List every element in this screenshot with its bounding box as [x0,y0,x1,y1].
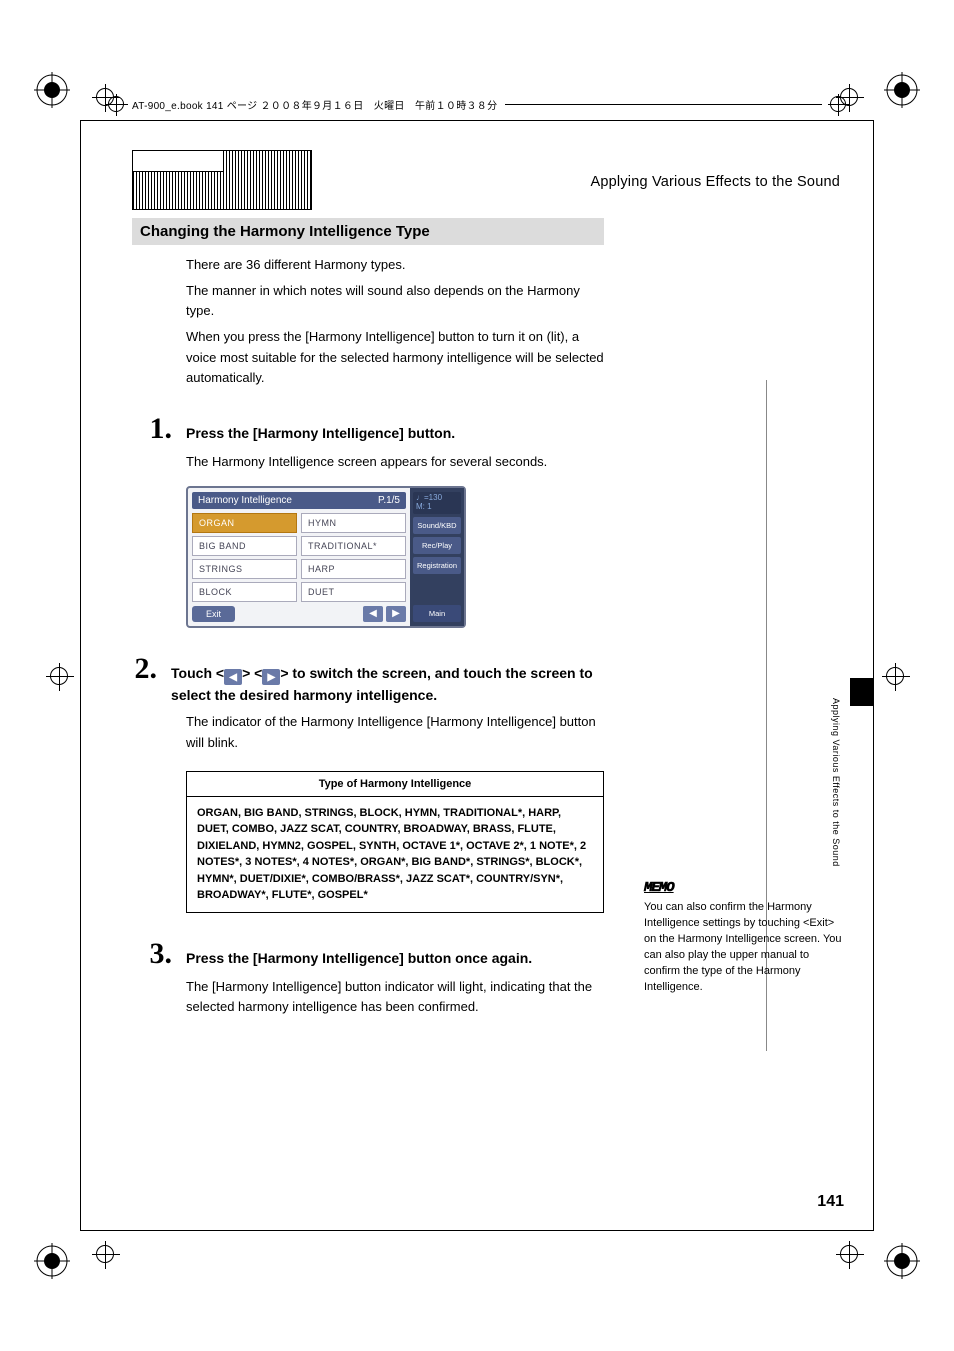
step-body: The [Harmony Intelligence] button indica… [186,977,604,1017]
exit-button[interactable]: Exit [192,606,235,622]
crop-circle-icon [830,96,846,112]
side-tab-label: Applying Various Effects to the Sound [828,690,844,875]
right-arrow-icon: ▶ [262,669,280,685]
harmony-intelligence-screenshot: Harmony Intelligence P.1/5 ORGAN HYMN BI… [186,486,466,628]
step-number: 3. [132,937,172,971]
intro-paragraph: The manner in which notes will sound als… [186,281,604,321]
main-button[interactable]: Main [413,605,461,622]
step-body: The indicator of the Harmony Intelligenc… [186,712,604,752]
sound-kbd-button[interactable]: Sound/KBD [413,517,461,534]
header-file-info: AT-900_e.book 141 ページ ２００８年９月１６日 火曜日 午前１… [132,97,497,112]
screenshot-page: P.1/5 [378,495,400,506]
step-number: 1. [132,412,172,446]
registration-button[interactable]: Registration [413,557,461,574]
table-body: ORGAN, BIG BAND, STRINGS, BLOCK, HYMN, T… [187,797,603,912]
registration-mark [96,1245,114,1263]
harmony-option[interactable]: BLOCK [192,582,297,602]
memo-text: You can also confirm the Harmony Intelli… [644,901,842,993]
step-2: 2. Touch <◀> <▶> to switch the screen, a… [132,652,604,707]
harmony-option[interactable]: DUET [301,582,406,602]
crop-mark-bottom-left [34,1243,70,1279]
section-heading: Changing the Harmony Intelligence Type [132,218,604,245]
harmony-option[interactable]: TRADITIONAL* [301,536,406,556]
page-number: 141 [817,1193,844,1211]
step-title: Press the [Harmony Intelligence] button. [186,423,455,444]
thumb-tab-marker [850,678,874,706]
step-title: Touch <◀> <▶> to switch the screen, and … [171,663,604,707]
memo-block: MEMO You can also confirm the Harmony In… [644,878,844,996]
step-body: The Harmony Intelligence screen appears … [186,452,604,472]
intro-paragraph: When you press the [Harmony Intelligence… [186,327,604,387]
keyboard-diagram-icon [132,150,312,210]
step-3: 3. Press the [Harmony Intelligence] butt… [132,937,604,971]
step-title: Press the [Harmony Intelligence] button … [186,948,532,969]
step-number: 2. [132,652,157,686]
tempo-display: ♩=130 M: 1 [413,492,461,514]
crop-mark-top-left [34,72,70,108]
crop-circle-icon [108,96,124,112]
harmony-type-table: Type of Harmony Intelligence ORGAN, BIG … [186,771,604,913]
harmony-option[interactable]: HARP [301,559,406,579]
next-page-button[interactable]: ▶ [386,606,406,622]
harmony-option[interactable]: STRINGS [192,559,297,579]
prev-page-button[interactable]: ◀ [363,606,383,622]
harmony-option[interactable]: BIG BAND [192,536,297,556]
memo-label: MEMO [644,878,674,898]
harmony-option[interactable]: HYMN [301,513,406,533]
screenshot-title: Harmony Intelligence [198,495,292,506]
registration-mark [840,1245,858,1263]
header-crop-bar: AT-900_e.book 141 ページ ２００８年９月１６日 火曜日 午前１… [108,88,846,120]
step-1: 1. Press the [Harmony Intelligence] butt… [132,412,604,446]
harmony-option[interactable]: ORGAN [192,513,297,533]
registration-mark [50,667,68,685]
crop-mark-top-right [884,72,920,108]
registration-mark [886,667,904,685]
left-arrow-icon: ◀ [224,669,242,685]
rec-play-button[interactable]: Rec/Play [413,537,461,554]
intro-paragraph: There are 36 different Harmony types. [186,255,604,275]
section-title: Applying Various Effects to the Sound [591,174,845,190]
table-header: Type of Harmony Intelligence [187,772,603,797]
crop-mark-bottom-right [884,1243,920,1279]
